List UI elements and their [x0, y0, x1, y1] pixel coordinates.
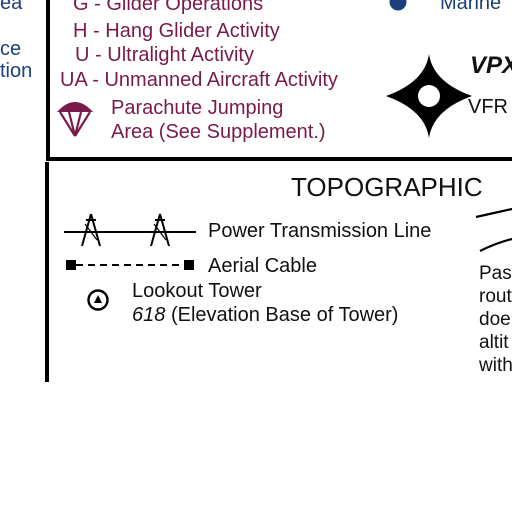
- right-paragraph-line: Pas: [479, 263, 512, 284]
- legend-parachute-line1: Parachute Jumping: [111, 97, 284, 119]
- aerial-cable-symbol: [66, 260, 194, 270]
- legend-glider: G - Glider Operations: [73, 0, 263, 16]
- legend-parachute-line2: Area (See Supplement.): [111, 121, 326, 143]
- legend-unmanned: UA - Unmanned Aircraft Activity: [60, 69, 338, 91]
- parachute-icon: [57, 102, 93, 137]
- left-fragment-1: ea: [0, 0, 23, 14]
- left-border-upper: [46, 0, 50, 160]
- power-line-label: Power Transmission Line: [208, 220, 432, 242]
- legend-code: UA: [60, 69, 87, 91]
- legend-label: Glider Operations: [106, 0, 264, 15]
- lookout-tower-label: Lookout Tower: [132, 280, 262, 302]
- right-paragraph-line: doe: [479, 309, 511, 330]
- marine-dot-icon: [389, 0, 407, 11]
- legend-hang-glider: H - Hang Glider Activity: [73, 20, 280, 42]
- left-fragment-2: ce: [0, 38, 22, 60]
- vfr-label: VFR: [468, 96, 508, 118]
- marine-label: Marine: [440, 0, 502, 14]
- right-paragraph-line: altit: [479, 332, 509, 353]
- legend-ultralight: U - Ultralight Activity: [75, 44, 254, 66]
- left-border-lower: [45, 162, 49, 382]
- legend-label: Unmanned Aircraft Activity: [104, 69, 338, 91]
- tower-elevation-label: (Elevation Base of Tower): [170, 304, 399, 326]
- cable-end-icon: [66, 260, 76, 270]
- topographic-heading: TOPOGRAPHIC: [291, 172, 483, 202]
- right-paragraph: Pas rout doe altit with: [479, 262, 512, 377]
- vfr-waypoint-star-icon: [386, 54, 472, 138]
- cable-end-icon: [184, 260, 194, 270]
- tower-elevation: 618 (Elevation Base of Tower): [132, 304, 398, 327]
- right-paragraph-line: rout: [479, 286, 512, 307]
- legend-code: G: [73, 0, 89, 15]
- legend-label: Hang Glider Activity: [105, 20, 280, 42]
- left-fragment-3: tion: [0, 60, 33, 82]
- section-divider: [46, 157, 512, 161]
- lookout-tower-icon: [87, 289, 109, 311]
- legend-code: U: [75, 44, 90, 66]
- power-tower-icon: [81, 213, 101, 247]
- power-tower-icon: [150, 213, 170, 247]
- aerial-cable-label: Aerial Cable: [208, 255, 317, 277]
- terrain-curve-lines: [475, 207, 512, 252]
- right-paragraph-line: with: [479, 355, 512, 376]
- power-line-symbol: [64, 213, 196, 247]
- legend-code: H: [73, 20, 88, 42]
- legend-label: Ultralight Activity: [107, 44, 254, 66]
- tower-elevation-value: 618: [132, 304, 166, 326]
- vpx-label: VPX: [470, 52, 512, 79]
